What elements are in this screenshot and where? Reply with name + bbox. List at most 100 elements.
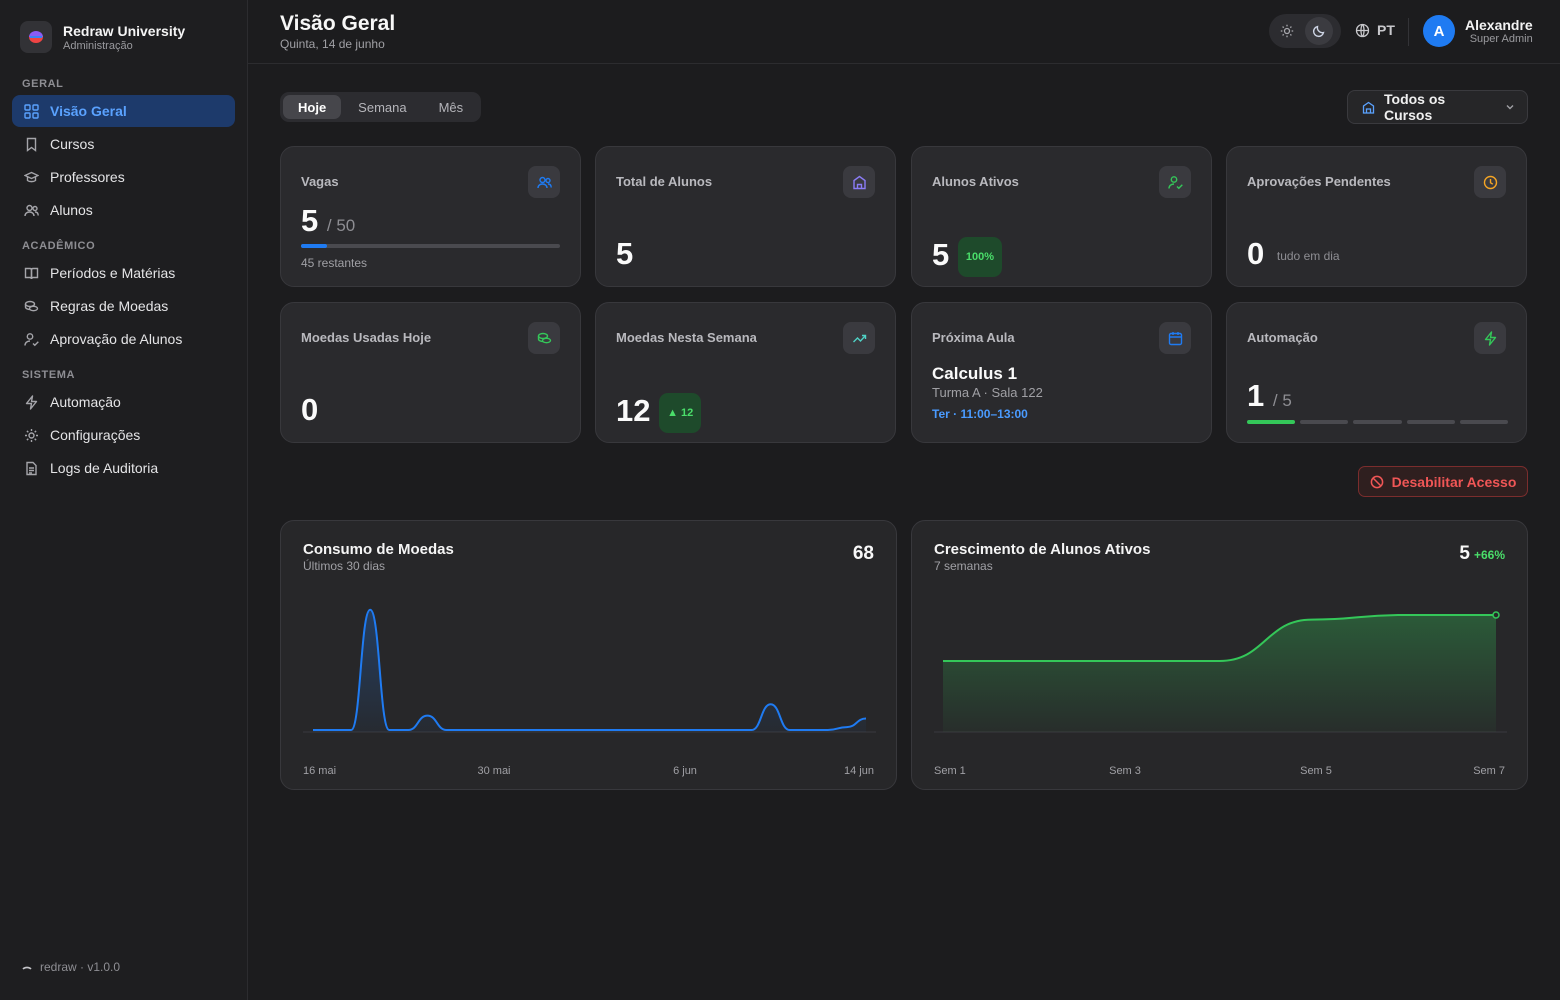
page-title: Visão Geral — [280, 12, 396, 35]
moon-icon — [1312, 24, 1326, 38]
sidebar: Redraw University Administração GERAL Vi… — [0, 0, 248, 1000]
chart-point — [1401, 612, 1407, 618]
graduation-cap-icon — [24, 170, 39, 185]
chart-point — [539, 727, 545, 733]
language-code: PT — [1377, 22, 1395, 38]
automation-step — [1406, 420, 1455, 424]
card-note: tudo em dia — [1276, 248, 1340, 263]
app-version: redraw · v1.0.0 — [22, 960, 120, 974]
chart-point — [653, 727, 659, 733]
sidebar-item-aprovacao-alunos[interactable]: Aprovação de Alunos — [12, 323, 235, 355]
chart-point — [558, 727, 564, 733]
chart-point — [482, 727, 488, 733]
language-selector[interactable]: PT — [1355, 22, 1395, 38]
sidebar-item-professores[interactable]: Professores — [12, 161, 235, 193]
card-alunos-ativos: Alunos Ativos 5 100% — [911, 146, 1212, 287]
chart-point — [768, 701, 774, 707]
card-title: Vagas — [301, 174, 339, 189]
disable-access-label: Desabilitar Acesso — [1391, 473, 1517, 490]
card-moedas-hoje: Moedas Usadas Hoje 0 — [280, 302, 581, 443]
automation-step — [1353, 420, 1402, 424]
user-role: Super Admin — [1469, 32, 1533, 45]
sidebar-item-visao-geral[interactable]: Visão Geral — [12, 95, 235, 127]
sidebar-item-label: Automação — [50, 394, 121, 410]
sidebar-item-label: Configurações — [50, 427, 141, 443]
chart-point — [596, 727, 602, 733]
sidebar-item-alunos[interactable]: Alunos — [12, 194, 235, 226]
course-select[interactable]: Todos os Cursos — [1347, 90, 1528, 124]
card-value: 1 / 5 — [1247, 378, 1292, 413]
chart-point — [787, 727, 793, 733]
sidebar-item-cursos[interactable]: Cursos — [12, 128, 235, 160]
chart-point — [634, 727, 640, 733]
card-remaining: 45 restantes — [301, 256, 368, 270]
light-theme-button[interactable] — [1273, 17, 1301, 45]
next-class-course: Calculus 1 — [932, 364, 1018, 383]
tab-semana[interactable]: Semana — [358, 99, 407, 115]
chart-point — [844, 724, 850, 730]
chart-point — [806, 727, 812, 733]
card-vagas: Vagas 5 / 50 45 restantes — [280, 146, 581, 287]
chart-point — [1032, 658, 1038, 664]
x-tick-label: 14 jun — [844, 765, 874, 777]
active-students-chart — [934, 611, 1507, 733]
trending-up-icon — [843, 322, 875, 354]
course-select-value: Todos os Cursos — [1384, 91, 1446, 123]
coins-consumption-panel: Consumo de Moedas Últimos 30 dias 68 16 … — [280, 520, 897, 790]
chart-point — [749, 727, 755, 733]
grid-icon — [24, 103, 39, 119]
card-title: Total de Alunos — [616, 174, 713, 189]
wifi-arc-icon — [22, 964, 32, 970]
card-value: 0 tudo em dia — [1247, 236, 1340, 271]
chart-total: 5 +66% — [1459, 543, 1505, 564]
sidebar-item-label: Períodos e Matérias — [50, 265, 176, 281]
chart-point — [940, 658, 946, 664]
chart-point — [520, 727, 526, 733]
chart-point — [348, 727, 354, 733]
version-text: redraw · v1.0.0 — [40, 960, 121, 974]
user-menu[interactable]: A Alexandre Super Admin — [1423, 15, 1533, 47]
dark-theme-button[interactable] — [1305, 17, 1333, 45]
card-value: 5 / 50 — [301, 203, 356, 238]
chart-title: Consumo de Moedas — [303, 541, 454, 558]
coins-consumption-chart — [303, 608, 876, 733]
sidebar-item-regras-moedas[interactable]: Regras de Moedas — [12, 290, 235, 322]
disable-access-button[interactable]: Desabilitar Acesso — [1358, 466, 1528, 497]
sidebar-item-configuracoes[interactable]: Configurações — [12, 419, 235, 451]
chart-point — [405, 727, 411, 733]
tab-mes[interactable]: Mês — [438, 99, 464, 115]
users-icon — [528, 166, 560, 198]
sidebar-item-logs-auditoria[interactable]: Logs de Auditoria — [12, 452, 235, 484]
tab-hoje[interactable]: Hoje — [283, 95, 342, 119]
card-title: Próxima Aula — [932, 330, 1015, 345]
sidebar-item-label: Cursos — [50, 136, 95, 152]
vagas-progress-fill — [301, 244, 327, 248]
chart-point — [310, 727, 316, 733]
card-title: Moedas Usadas Hoje — [301, 330, 432, 345]
user-check-icon — [24, 332, 39, 347]
brand[interactable]: Redraw University Administração — [20, 21, 185, 53]
user-name: Alexandre — [1465, 16, 1533, 33]
card-value: 12 ▲ 12 — [616, 393, 702, 433]
x-tick-label: 6 jun — [673, 765, 697, 777]
chart-point — [691, 727, 697, 733]
weekly-delta-badge: ▲ 12 — [659, 393, 702, 433]
card-title: Moedas Nesta Semana — [616, 330, 757, 345]
period-tabs: Hoje Semana Mês — [280, 92, 482, 122]
sidebar-item-label: Visão Geral — [50, 103, 127, 119]
x-tick-label: 30 mai — [477, 765, 511, 777]
chart-point — [1124, 658, 1130, 664]
card-title: Alunos Ativos — [932, 174, 1019, 189]
sidebar-item-automacao[interactable]: Automação — [12, 386, 235, 418]
sidebar-item-periodos[interactable]: Períodos e Matérias — [12, 257, 235, 289]
nav-section-geral: GERAL — [22, 78, 64, 90]
chart-point — [1309, 617, 1315, 623]
card-value: 0 — [301, 392, 319, 427]
chart-area-fill — [943, 615, 1496, 732]
card-proxima-aula: Próxima Aula Calculus 1 Turma A · Sala 1… — [911, 302, 1212, 443]
card-title: Aprovações Pendentes — [1247, 174, 1391, 189]
chart-point — [710, 727, 716, 733]
book-open-icon — [24, 266, 39, 281]
coins-icon — [528, 322, 560, 354]
brand-logo-icon — [20, 21, 52, 53]
